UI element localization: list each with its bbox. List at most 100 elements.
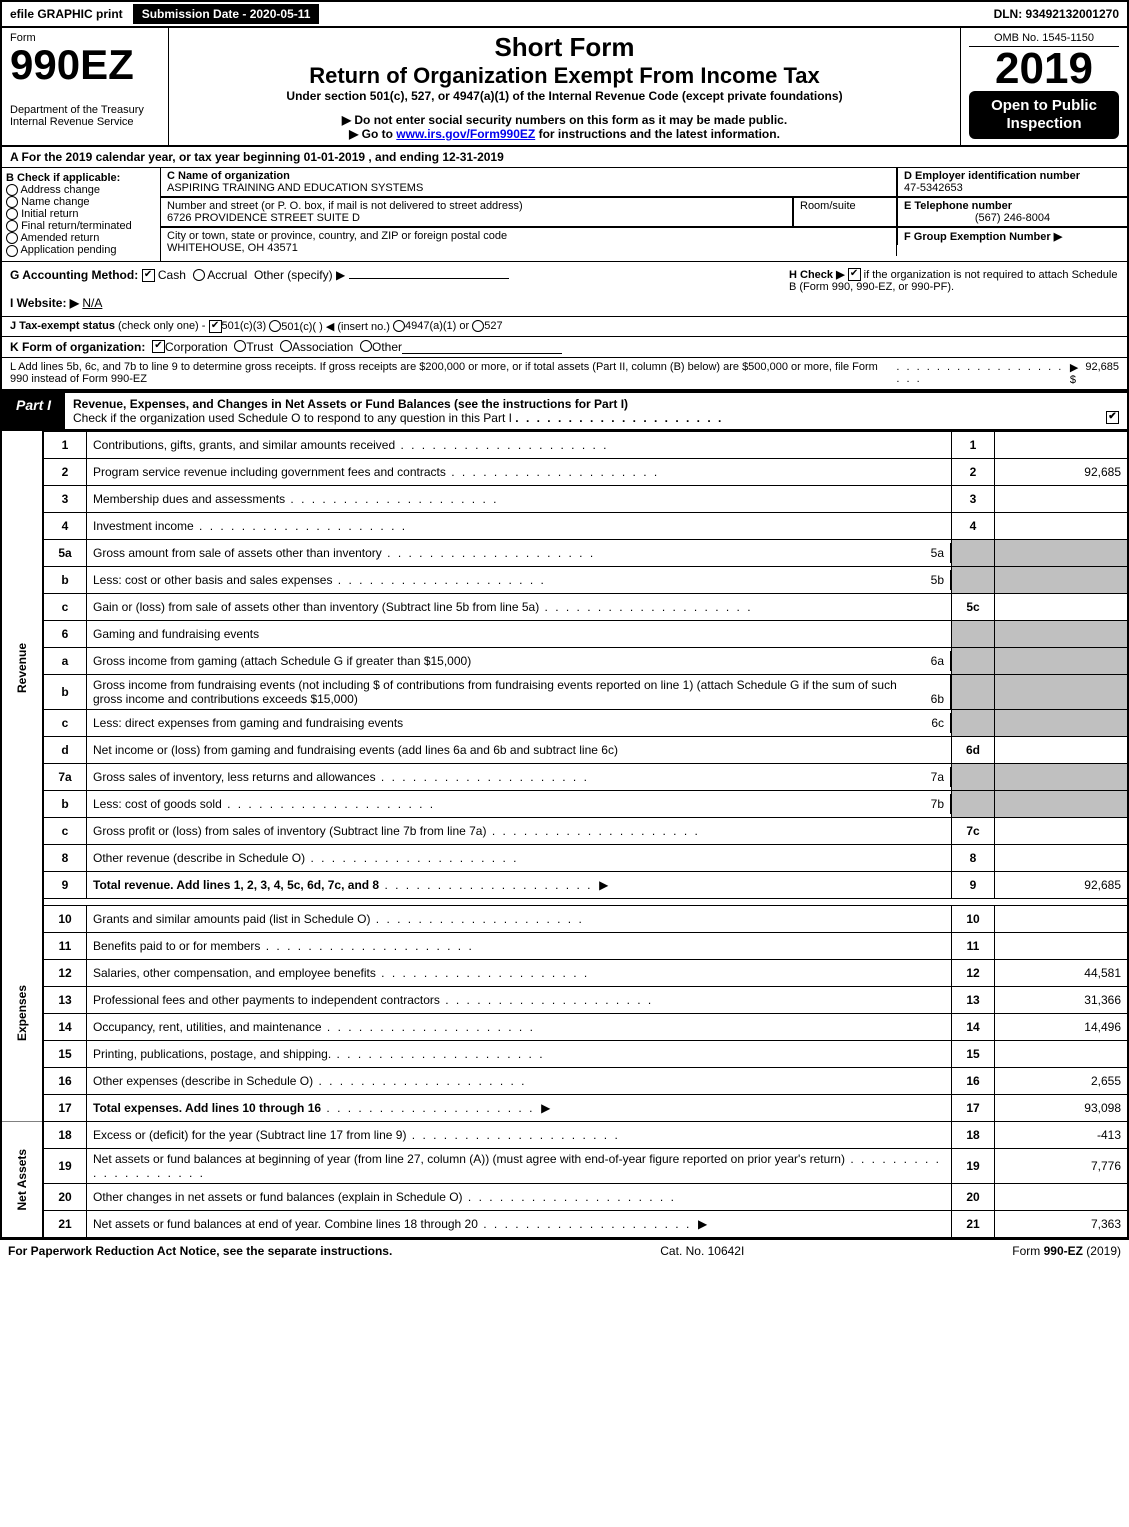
form-header: Form 990EZ Department of the Treasury In… — [0, 28, 1129, 147]
part1-header: Part I Revenue, Expenses, and Changes in… — [0, 391, 1129, 431]
g-accrual-radio[interactable] — [193, 269, 205, 281]
j-501c-radio[interactable] — [269, 320, 281, 332]
table-row: 15Printing, publications, postage, and s… — [1, 1040, 1128, 1067]
d-label: D Employer identification number — [904, 170, 1080, 182]
submission-date-button[interactable]: Submission Date - 2020-05-11 — [133, 4, 320, 24]
table-row: Net Assets 18Excess or (deficit) for the… — [1, 1121, 1128, 1148]
b-opt-address[interactable]: Address change — [6, 184, 156, 196]
part1-title: Revenue, Expenses, and Changes in Net As… — [73, 397, 628, 411]
d-ein: 47-5342653 — [904, 182, 963, 194]
open-to-public: Open to Public Inspection — [969, 91, 1119, 139]
part1-schedule-o-check[interactable] — [1106, 411, 1119, 424]
e-label: E Telephone number — [904, 200, 1012, 212]
c-city-label: City or town, state or province, country… — [167, 230, 507, 242]
j-o2: 501(c)( ) ◀ (insert no.) — [281, 320, 390, 333]
under-section: Under section 501(c), 527, or 4947(a)(1)… — [177, 89, 952, 103]
table-row: 3Membership dues and assessments3 — [1, 485, 1128, 512]
form-number: 990EZ — [10, 44, 160, 86]
table-row: 2Program service revenue including gover… — [1, 458, 1128, 485]
warn-ssn: ▶ Do not enter social security numbers o… — [177, 113, 952, 127]
f-label: F Group Exemption Number ▶ — [904, 231, 1062, 243]
revenue-label: Revenue — [1, 431, 43, 905]
k-other-radio[interactable] — [360, 340, 372, 352]
j-note: (check only one) - — [118, 320, 205, 333]
table-row: aGross income from gaming (attach Schedu… — [1, 647, 1128, 674]
table-row: cGross profit or (loss) from sales of in… — [1, 817, 1128, 844]
title-short-form: Short Form — [177, 32, 952, 63]
box-b-title: B Check if applicable: — [6, 172, 156, 184]
i-label: I Website: ▶ — [10, 296, 79, 310]
table-row: bGross income from fundraising events (n… — [1, 674, 1128, 709]
expenses-label: Expenses — [1, 905, 43, 1121]
c-org-name: ASPIRING TRAINING AND EDUCATION SYSTEMS — [167, 182, 890, 194]
j-501c3-check[interactable] — [209, 320, 222, 333]
c-city: WHITEHOUSE, OH 43571 — [167, 242, 298, 254]
g-other: Other (specify) ▶ — [254, 268, 345, 282]
l-amount: 92,685 — [1085, 361, 1119, 386]
e-phone: (567) 246-8004 — [904, 212, 1121, 224]
table-row: 7aGross sales of inventory, less returns… — [1, 763, 1128, 790]
table-row: 4Investment income4 — [1, 512, 1128, 539]
k-assoc-radio[interactable] — [280, 340, 292, 352]
j-527-radio[interactable] — [472, 320, 484, 332]
box-c: C Name of organization ASPIRING TRAINING… — [161, 168, 897, 261]
table-row: cGain or (loss) from sale of assets othe… — [1, 593, 1128, 620]
title-main: Return of Organization Exempt From Incom… — [177, 63, 952, 89]
table-row: 5aGross amount from sale of assets other… — [1, 539, 1128, 566]
efile-print[interactable]: efile GRAPHIC print — [2, 5, 131, 23]
goto-pre: ▶ Go to — [349, 127, 396, 141]
box-def: D Employer identification number 47-5342… — [897, 168, 1127, 261]
b-opt-pending[interactable]: Application pending — [6, 244, 156, 256]
l-arrow: ▶ $ — [1070, 361, 1086, 386]
page-footer: For Paperwork Reduction Act Notice, see … — [0, 1239, 1129, 1262]
k-label: K Form of organization: — [10, 340, 145, 354]
table-row: 19Net assets or fund balances at beginni… — [1, 1148, 1128, 1183]
table-row: 13Professional fees and other payments t… — [1, 986, 1128, 1013]
j-o3: 4947(a)(1) or — [405, 320, 469, 333]
h-label: H Check ▶ — [789, 269, 845, 281]
g-cash: Cash — [158, 268, 186, 282]
irs-link[interactable]: www.irs.gov/Form990EZ — [396, 127, 535, 141]
b-opt-final[interactable]: Final return/terminated — [6, 220, 156, 232]
g-accrual: Accrual — [207, 268, 247, 282]
netassets-label: Net Assets — [1, 1121, 43, 1238]
c-label: C Name of organization — [167, 170, 890, 182]
b-opt-amended[interactable]: Amended return — [6, 232, 156, 244]
line-k: K Form of organization: Corporation Trus… — [0, 337, 1129, 358]
line-gh: G Accounting Method: Cash Accrual Other … — [0, 262, 1129, 317]
c-room-label: Room/suite — [793, 197, 897, 227]
j-o1: 501(c)(3) — [222, 320, 267, 333]
j-4947-radio[interactable] — [393, 320, 405, 332]
g-cash-check[interactable] — [142, 269, 155, 282]
k-o4: Other — [372, 340, 402, 354]
tax-year: 2019 — [969, 47, 1119, 91]
table-row: 17Total expenses. Add lines 10 through 1… — [1, 1094, 1128, 1121]
b-opt-initial[interactable]: Initial return — [6, 208, 156, 220]
table-row: 14Occupancy, rent, utilities, and mainte… — [1, 1013, 1128, 1040]
dept-irs: Internal Revenue Service — [10, 116, 160, 128]
i-website: N/A — [82, 296, 102, 310]
g-label: G Accounting Method: — [10, 268, 138, 282]
h-check[interactable] — [848, 268, 861, 281]
table-row: Expenses 10Grants and similar amounts pa… — [1, 905, 1128, 932]
table-row: 8Other revenue (describe in Schedule O)8 — [1, 844, 1128, 871]
table-row: 21Net assets or fund balances at end of … — [1, 1210, 1128, 1238]
table-row: 9Total revenue. Add lines 1, 2, 3, 4, 5c… — [1, 871, 1128, 898]
k-o3: Association — [292, 340, 353, 354]
footer-formref: Form 990-EZ (2019) — [1012, 1244, 1121, 1258]
goto-post: for instructions and the latest informat… — [539, 127, 780, 141]
table-row: cLess: direct expenses from gaming and f… — [1, 709, 1128, 736]
line-j: J Tax-exempt status (check only one) - 5… — [0, 317, 1129, 337]
line-a-period: A For the 2019 calendar year, or tax yea… — [0, 147, 1129, 168]
b-opt-name[interactable]: Name change — [6, 196, 156, 208]
j-label: J Tax-exempt status — [10, 320, 115, 333]
c-street-label: Number and street (or P. O. box, if mail… — [167, 200, 523, 212]
k-trust-radio[interactable] — [234, 340, 246, 352]
j-o4: 527 — [484, 320, 502, 333]
lines-table: Revenue 1Contributions, gifts, grants, a… — [0, 431, 1129, 1239]
k-corp-check[interactable] — [152, 340, 165, 353]
table-row: 20Other changes in net assets or fund ba… — [1, 1183, 1128, 1210]
line-l: L Add lines 5b, 6c, and 7b to line 9 to … — [0, 358, 1129, 391]
table-row: 12Salaries, other compensation, and empl… — [1, 959, 1128, 986]
k-o2: Trust — [246, 340, 273, 354]
